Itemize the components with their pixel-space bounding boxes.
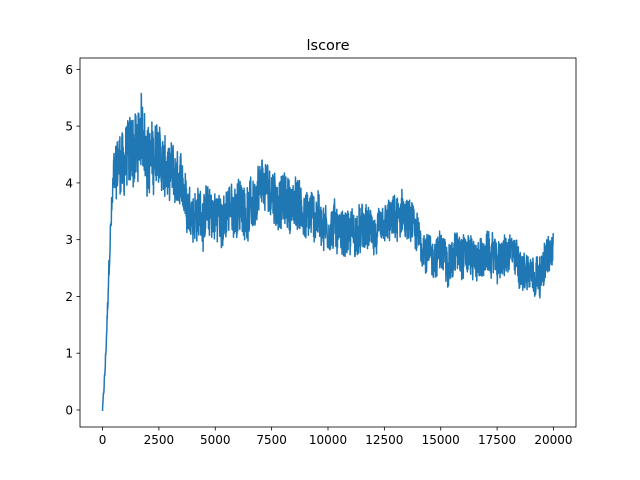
series-line xyxy=(101,92,555,412)
x-tick-label: 5000 xyxy=(200,433,231,447)
y-tick-label: 5 xyxy=(65,120,73,134)
x-tick-label: 15000 xyxy=(422,433,460,447)
y-tick-label: 0 xyxy=(65,403,73,417)
y-tick-label: 1 xyxy=(65,347,73,361)
x-tick-label: 17500 xyxy=(478,433,516,447)
chart-title: lscore xyxy=(307,38,350,54)
y-tick-label: 3 xyxy=(65,233,73,247)
x-tick-label: 7500 xyxy=(256,433,287,447)
axes: 0 2500 5000 7500 10000 12500 15000 17500 20000 0 1… xyxy=(65,57,577,447)
y-tick-label: 6 xyxy=(65,63,73,77)
y-tick-label: 2 xyxy=(65,290,73,304)
x-tick-label: 12500 xyxy=(365,433,403,447)
x-tick-label: 2500 xyxy=(144,433,175,447)
x-tick-label: 20000 xyxy=(534,433,572,447)
x-tick-label: 10000 xyxy=(309,433,347,447)
x-tick-label: 0 xyxy=(99,433,107,447)
plot-area xyxy=(101,92,555,412)
y-tick-label: 4 xyxy=(65,176,73,190)
